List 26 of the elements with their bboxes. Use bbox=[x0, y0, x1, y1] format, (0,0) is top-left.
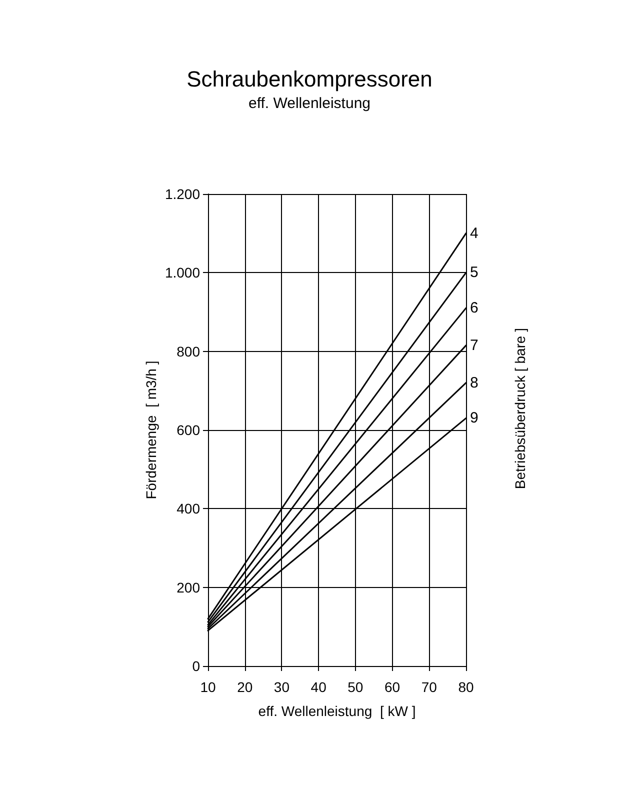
series-label: 5 bbox=[470, 264, 478, 282]
series-label: 4 bbox=[470, 224, 478, 242]
series-label: 7 bbox=[470, 336, 478, 354]
chart-title: Schraubenkompressoren bbox=[186, 66, 432, 92]
y-tick-label: 200 bbox=[176, 579, 200, 596]
y-tick-label: 600 bbox=[176, 422, 200, 438]
x-tick-label: 30 bbox=[274, 679, 290, 695]
x-tick-label: 80 bbox=[458, 679, 474, 695]
x-tick-label: 20 bbox=[237, 679, 253, 695]
y-tick-label: 1.200 bbox=[164, 186, 200, 202]
x-tick-label: 70 bbox=[421, 679, 438, 695]
series-label: 8 bbox=[470, 374, 478, 392]
x-axis-title: eff. Wellenleistung [ kW ] bbox=[258, 703, 416, 719]
y-axis-title: Fördermenge [ m3/h ] bbox=[143, 360, 159, 500]
y-tick-label: 0 bbox=[192, 658, 200, 674]
series-label: 9 bbox=[470, 410, 478, 427]
y-tick-label: 400 bbox=[176, 500, 200, 517]
x-tick-label: 10 bbox=[200, 679, 216, 695]
x-tick-label: 50 bbox=[348, 679, 364, 695]
y-tick-label: 800 bbox=[176, 343, 200, 360]
y-tick-label: 1.000 bbox=[164, 264, 200, 281]
chart-subtitle: eff. Wellenleistung bbox=[248, 95, 371, 112]
x-tick-label: 40 bbox=[310, 679, 327, 695]
x-tick-label: 60 bbox=[384, 679, 400, 695]
legend-title: Betriebsüberdruck [ bare ] bbox=[512, 328, 528, 490]
series-label: 6 bbox=[470, 300, 478, 317]
